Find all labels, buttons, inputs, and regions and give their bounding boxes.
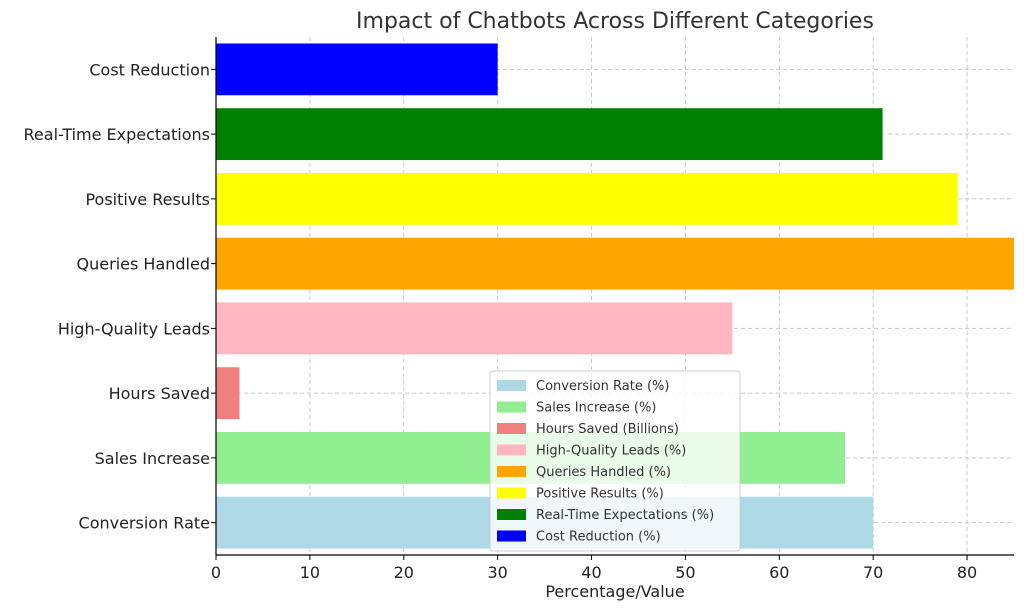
y-tick-label: Conversion Rate — [79, 514, 210, 533]
legend-swatch — [497, 423, 526, 434]
y-tick-label: Cost Reduction — [89, 60, 210, 79]
bar — [216, 172, 958, 225]
legend-swatch — [497, 530, 526, 542]
legend-entry: Sales Increase (%) — [536, 401, 656, 416]
legend-entry: Positive Results (%) — [536, 487, 664, 502]
x-ticks: 0 10 20 30 40 50 60 70 80 — [211, 555, 977, 582]
y-tick-label: Hours Saved — [109, 384, 210, 403]
x-tick-label: 70 — [863, 563, 883, 582]
legend-swatch — [497, 401, 526, 413]
legend-entry: Queries Handled (%) — [536, 465, 671, 480]
y-tick-label: Real-Time Expectations — [24, 125, 210, 144]
x-tick-label: 10 — [300, 563, 320, 582]
legend-swatch — [497, 487, 526, 499]
x-tick-label: 80 — [957, 563, 977, 582]
legend-swatch — [497, 380, 526, 391]
y-tick-label: Positive Results — [85, 190, 210, 209]
bar — [216, 302, 733, 355]
legend-swatch — [497, 509, 526, 520]
bar — [216, 43, 498, 96]
bar — [216, 367, 240, 420]
bar — [216, 108, 883, 161]
legend-entry: Conversion Rate (%) — [536, 379, 669, 394]
legend-entry: Cost Reduction (%) — [536, 530, 661, 545]
x-tick-label: 50 — [675, 563, 695, 582]
legend-box — [489, 370, 741, 552]
y-ticks: Conversion Rate Sales Increase Hours Saved… — [24, 60, 216, 533]
x-tick-label: 60 — [769, 563, 789, 582]
x-tick-label: 30 — [487, 563, 507, 582]
y-tick-label: Sales Increase — [95, 449, 210, 468]
legend-entry: High-Quality Leads (%) — [536, 444, 686, 459]
x-tick-label: 0 — [211, 563, 221, 582]
x-axis-label: Percentage/Value — [545, 582, 684, 601]
bars — [216, 43, 1014, 549]
x-tick-label: 20 — [394, 563, 414, 582]
legend-swatch — [497, 444, 526, 456]
y-tick-label: High-Quality Leads — [58, 319, 210, 338]
bar — [216, 237, 1014, 290]
legend-entry: Hours Saved (Billions) — [536, 422, 679, 437]
chart-title: Impact of Chatbots Across Different Cate… — [356, 9, 874, 34]
legend-entry: Real-Time Expectations (%) — [536, 508, 714, 523]
y-tick-label: Queries Handled — [77, 255, 210, 274]
x-tick-label: 40 — [581, 563, 601, 582]
legend-swatch — [497, 466, 526, 477]
legend: Conversion Rate (%) Sales Increase (%) Hou… — [489, 370, 741, 552]
